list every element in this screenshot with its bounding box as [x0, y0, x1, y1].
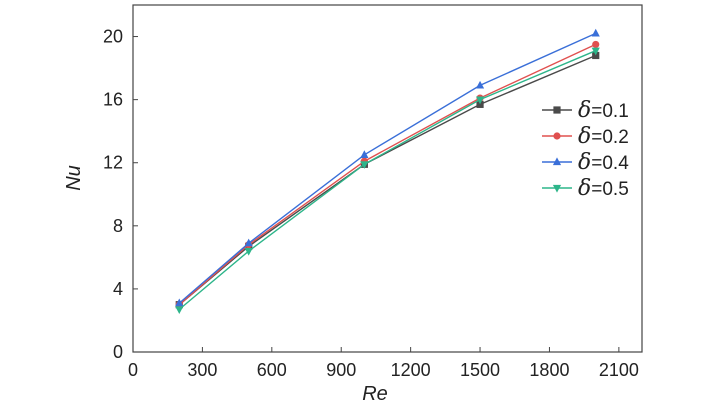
- series-line: [178, 54, 596, 306]
- data-point: [592, 40, 600, 49]
- data-point: [360, 150, 369, 158]
- legend-marker: [552, 157, 562, 166]
- data-point: [360, 161, 369, 169]
- y-axis-label: Nu: [63, 165, 85, 191]
- legend-label: δ=0.4: [578, 150, 629, 175]
- legend: δ=0.1δ=0.2δ=0.4δ=0.5: [542, 98, 629, 201]
- legend-label: δ=0.2: [578, 124, 629, 149]
- legend-marker: [552, 184, 562, 193]
- series-4: [175, 47, 600, 315]
- legend-item: δ=0.1: [542, 98, 629, 123]
- series-3: [175, 28, 600, 307]
- legend-label: δ=0.5: [578, 176, 629, 201]
- x-tick-label: 900: [326, 360, 356, 380]
- data-point: [591, 47, 600, 56]
- data-point: [175, 298, 184, 307]
- y-tick-label: 12: [103, 153, 123, 173]
- x-tick-label: 2100: [599, 360, 639, 380]
- x-tick-label: 1800: [529, 360, 569, 380]
- axis-ticks: 0 300 600 900 1200 1500 1800 2100 0 4 8 12 16 20: [103, 27, 639, 380]
- legend-item: δ=0.5: [542, 176, 629, 201]
- series-1: [175, 51, 600, 309]
- x-tick-label: 1500: [460, 360, 500, 380]
- legend-item: δ=0.4: [542, 150, 629, 175]
- data-point: [244, 247, 253, 256]
- data-point: [475, 80, 485, 89]
- legend-item: δ=0.2: [542, 124, 629, 149]
- data-point: [476, 100, 484, 108]
- x-axis-label: Re: [362, 383, 388, 405]
- y-tick-label: 4: [113, 279, 123, 299]
- x-tick-label: 600: [257, 360, 287, 380]
- x-tick-label: 1200: [391, 360, 431, 380]
- legend-marker: [553, 132, 561, 140]
- x-tick-label: 0: [128, 360, 138, 380]
- y-tick-label: 20: [103, 27, 123, 47]
- legend-marker: [553, 106, 561, 114]
- plot-frame: [132, 4, 643, 353]
- legend-label: δ=0.1: [578, 98, 629, 123]
- series-layer: [175, 28, 600, 315]
- series-line: [178, 50, 596, 310]
- data-point: [244, 238, 253, 247]
- x-tick-label: 300: [187, 360, 217, 380]
- data-point: [592, 51, 600, 60]
- data-point: [591, 28, 600, 37]
- y-tick-label: 16: [103, 90, 123, 110]
- data-point: [175, 306, 184, 315]
- data-point: [475, 96, 485, 105]
- series-line: [178, 43, 596, 306]
- y-tick-label: 8: [113, 216, 123, 236]
- y-tick-label: 0: [113, 342, 123, 362]
